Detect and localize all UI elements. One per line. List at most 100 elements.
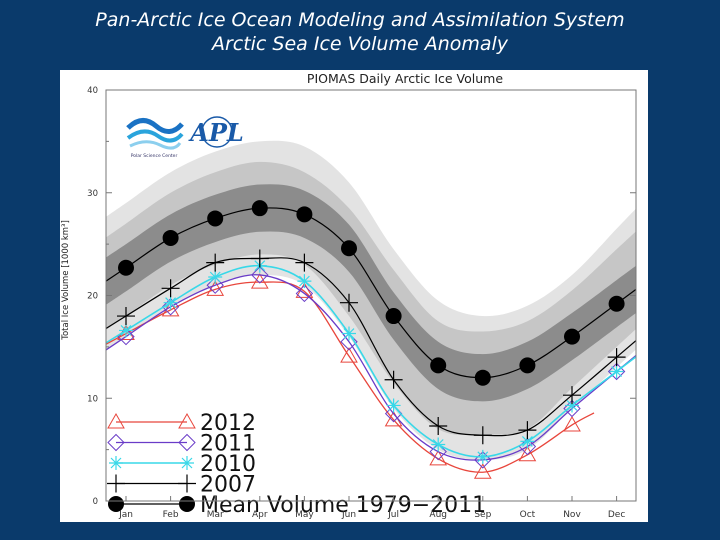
piomas-volume-chart: PIOMAS Daily Arctic Ice Volume Polar Sci… bbox=[61, 71, 637, 520]
slide-title-line-1: Pan-Arctic Ice Ocean Modeling and Assimi… bbox=[95, 9, 625, 31]
psc-logo-wave-1 bbox=[126, 118, 184, 134]
point-mean-jul bbox=[385, 308, 402, 325]
point-2007-oct bbox=[518, 421, 537, 440]
point-2010-aug bbox=[431, 437, 446, 452]
legend-marker-2007-start bbox=[107, 474, 125, 493]
y-tick-label-30: 30 bbox=[87, 189, 98, 199]
point-2007-jul bbox=[384, 370, 403, 389]
point-mean-apr bbox=[251, 200, 268, 217]
legend-label-2007: 2007 bbox=[200, 473, 256, 498]
axes: 0 10 20 30 40 Jan Feb Mar Apr May Jun Jul Aug Sep Oct N… bbox=[87, 86, 637, 520]
apl-logo-text: APL bbox=[188, 118, 244, 147]
legend-label-2012: 2012 bbox=[200, 411, 256, 436]
point-2010-sep bbox=[475, 449, 490, 464]
point-2007-jan bbox=[117, 307, 135, 326]
point-2011-apr bbox=[251, 266, 269, 284]
data-series bbox=[105, 200, 637, 479]
point-mean-may bbox=[296, 206, 313, 223]
y-tick-label-40: 40 bbox=[87, 86, 98, 96]
legend-marker-2011-end bbox=[178, 433, 196, 452]
psc-logo-wave-2 bbox=[126, 129, 184, 143]
series-mean bbox=[105, 200, 637, 386]
point-2012-jun bbox=[340, 347, 358, 363]
legend-marker-2012-start bbox=[107, 412, 125, 429]
chart-panel: PIOMAS Daily Arctic Ice Volume Polar Sci… bbox=[60, 70, 648, 522]
point-2012-apr bbox=[250, 273, 269, 289]
point-mean-sep bbox=[474, 369, 491, 386]
point-2011-mar bbox=[206, 276, 224, 294]
x-tick-label-jun: Jun bbox=[341, 510, 356, 520]
point-mean-jan bbox=[118, 259, 134, 276]
point-2007-apr bbox=[250, 249, 269, 268]
climatology-bands bbox=[106, 140, 636, 460]
point-mean-jun bbox=[341, 240, 357, 257]
point-2010-jan bbox=[119, 323, 133, 338]
y-tick-label-0: 0 bbox=[93, 497, 98, 507]
point-mean-mar bbox=[207, 210, 224, 227]
psc-logo: Polar Science Center bbox=[126, 118, 184, 159]
legend-marker-mean-end bbox=[179, 496, 195, 512]
point-mean-feb bbox=[162, 229, 179, 246]
point-mean-oct bbox=[519, 357, 536, 374]
slide-title-line-2: Arctic Sea Ice Volume Anomaly bbox=[211, 33, 509, 55]
point-2010-nov bbox=[565, 398, 579, 413]
x-tick-label-mar: Mar bbox=[207, 510, 224, 520]
point-2010-feb bbox=[163, 295, 178, 310]
point-2007-sep bbox=[473, 426, 492, 445]
y-axis-label: Total Ice Volume [1000 km³] bbox=[61, 220, 71, 341]
legend-marker-2007-end bbox=[178, 474, 196, 493]
line-2007 bbox=[105, 257, 637, 437]
legend-marker-mean-start bbox=[108, 496, 124, 512]
legend-marker-2012-end bbox=[178, 412, 196, 429]
point-2012-mar bbox=[206, 280, 225, 296]
point-2007-aug bbox=[429, 416, 448, 435]
band-inner bbox=[106, 184, 636, 402]
x-tick-label-jan: Jan bbox=[118, 510, 133, 520]
point-2010-oct bbox=[520, 434, 535, 449]
point-2011-may bbox=[295, 284, 314, 303]
point-2011-jun bbox=[340, 333, 358, 351]
x-tick-label-oct: Oct bbox=[520, 510, 536, 520]
x-tick-label-feb: Feb bbox=[163, 510, 179, 520]
point-2012-sep bbox=[473, 463, 492, 479]
point-2007-jun bbox=[340, 293, 358, 312]
point-2010-jun bbox=[342, 326, 356, 341]
psc-logo-text: Polar Science Center bbox=[131, 153, 178, 159]
chart-title: PIOMAS Daily Arctic Ice Volume bbox=[307, 71, 503, 86]
x-tick-label-apr: Apr bbox=[252, 510, 268, 520]
slide-title: Pan-Arctic Ice Ocean Modeling and Assimi… bbox=[0, 8, 720, 56]
series-2007 bbox=[105, 249, 637, 445]
legend-marker-2010-end bbox=[180, 456, 194, 470]
apl-logo-ring bbox=[201, 116, 233, 148]
legend-label-2011: 2011 bbox=[200, 432, 256, 457]
point-2007-mar bbox=[206, 253, 225, 272]
y-tick-label-20: 20 bbox=[87, 292, 98, 302]
legend-marker-2010-start bbox=[109, 456, 123, 470]
line-2010 bbox=[105, 264, 637, 458]
point-2010-may bbox=[297, 274, 312, 289]
apl-logo: APL bbox=[188, 116, 244, 148]
point-2010-mar bbox=[208, 270, 223, 285]
x-tick-label-aug: Aug bbox=[429, 510, 447, 520]
y-tick-label-10: 10 bbox=[87, 394, 98, 404]
legend-marker-2011-start bbox=[107, 433, 125, 452]
point-2012-oct bbox=[518, 445, 537, 462]
x-tick-label-nov: Nov bbox=[563, 510, 581, 520]
point-2007-feb bbox=[161, 279, 180, 298]
point-2012-aug bbox=[429, 449, 448, 466]
point-2007-may bbox=[295, 253, 314, 272]
point-2012-nov bbox=[563, 415, 581, 432]
x-tick-label-may: May bbox=[295, 510, 314, 520]
point-2010-jul bbox=[386, 398, 401, 413]
point-2010-dec bbox=[609, 364, 624, 379]
point-2007-nov bbox=[563, 386, 581, 405]
psc-logo-wave-3 bbox=[129, 140, 182, 150]
point-2011-dec bbox=[607, 362, 626, 381]
point-mean-aug bbox=[430, 357, 447, 374]
legend-label-2010: 2010 bbox=[200, 452, 256, 477]
point-mean-nov bbox=[564, 328, 580, 345]
point-2011-feb bbox=[161, 298, 180, 316]
point-2007-dec bbox=[607, 348, 626, 367]
x-tick-label-dec: Dec bbox=[608, 510, 625, 520]
series-2010 bbox=[105, 258, 637, 464]
